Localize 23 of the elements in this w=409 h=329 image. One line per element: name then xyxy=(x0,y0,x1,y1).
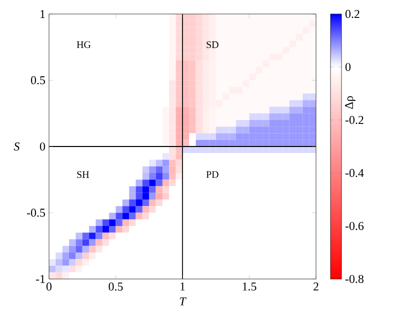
color-bar-label: -0.2 xyxy=(345,116,364,124)
x-tick-label: 0.5 xyxy=(108,282,123,291)
x-axis-title: T xyxy=(180,297,187,306)
x-tick-label: 1 xyxy=(180,282,185,290)
color-bar-label: 0.2 xyxy=(345,10,360,18)
x-tick-label: 1.5 xyxy=(242,282,256,291)
y-axis-title: S xyxy=(14,142,20,151)
y-tick-label: -1 xyxy=(36,275,45,283)
annotation: PD xyxy=(206,171,218,178)
color-bar-label: -0.6 xyxy=(345,222,364,230)
y-tick-label: -0.5 xyxy=(26,208,46,217)
annotation: SH xyxy=(77,171,89,178)
color-bar-label: -0.4 xyxy=(345,168,364,178)
color-bar-label: 0 xyxy=(345,62,351,72)
y-tick-label: 0.5 xyxy=(30,76,46,84)
annotation: SD xyxy=(206,41,218,48)
color-bar-title: Δρ xyxy=(345,96,356,109)
y-tick-label: 1 xyxy=(40,10,45,18)
color-bar-label: -0.8 xyxy=(345,274,364,284)
x-tick-label: 0 xyxy=(46,282,52,291)
x-tick-label: 2 xyxy=(314,282,318,290)
annotation: HG xyxy=(76,41,91,48)
y-tick-label: 0 xyxy=(40,142,46,151)
